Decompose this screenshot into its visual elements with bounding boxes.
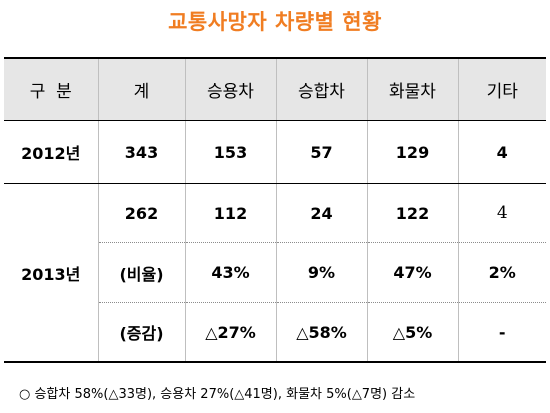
- ratio-passenger-car: 43%: [184, 242, 277, 303]
- header-other: 기타: [457, 57, 546, 121]
- table-row-2013-ratio: (비율) 43% 9% 47% 2%: [4, 242, 546, 303]
- header-category: 구 분: [4, 57, 99, 121]
- change-passenger-car: △27%: [184, 302, 277, 363]
- table-row-2013-change: (증감) △27% △58% △5% -: [4, 302, 546, 363]
- page-title: 교통사망자 차량별 현황: [168, 10, 382, 34]
- cell-2012-other: 4: [457, 120, 546, 184]
- header-truck: 화물차: [366, 57, 459, 121]
- ratio-label: (비율): [98, 242, 186, 303]
- cell-2012-truck: 129: [366, 120, 459, 184]
- cell-2013-total: 262: [97, 183, 186, 243]
- header-total: 계: [97, 57, 186, 121]
- ratio-truck: 47%: [366, 242, 459, 303]
- table-row-2012: 2012년 343 153 57 129 4: [4, 120, 546, 184]
- ratio-other: 2%: [457, 242, 546, 303]
- ratio-van: 9%: [275, 242, 368, 303]
- change-label: (증감): [98, 302, 186, 363]
- cell-2012-total: 343: [97, 120, 186, 184]
- casualty-table: 구 분 계 승용차 승합차 화물차 기타 2012년 343 153 57 12…: [4, 57, 546, 363]
- header-passenger-car: 승용차: [184, 57, 277, 121]
- cell-2013-van: 24: [275, 183, 368, 243]
- summary-note: ○ 승합차 58%(△33명), 승용차 27%(△41명), 화물차 5%(△…: [19, 387, 416, 402]
- change-other: -: [457, 302, 546, 363]
- cell-2012-van: 57: [275, 120, 368, 184]
- cell-2012-passenger-car: 153: [184, 120, 277, 184]
- cell-2013-passenger-car: 112: [184, 183, 277, 243]
- header-van: 승합차: [275, 57, 368, 121]
- year-label-2013: 2013년: [4, 183, 99, 363]
- table-row-2013-count: 2013년 262 112 24 122 4: [4, 183, 546, 363]
- change-van: △58%: [275, 302, 368, 363]
- cell-2013-other: 4: [457, 183, 546, 243]
- table-header-row: 구 분 계 승용차 승합차 화물차 기타: [4, 57, 546, 121]
- year-label-2012: 2012년: [4, 120, 99, 184]
- change-truck: △5%: [366, 302, 459, 363]
- cell-2013-truck: 122: [366, 183, 459, 243]
